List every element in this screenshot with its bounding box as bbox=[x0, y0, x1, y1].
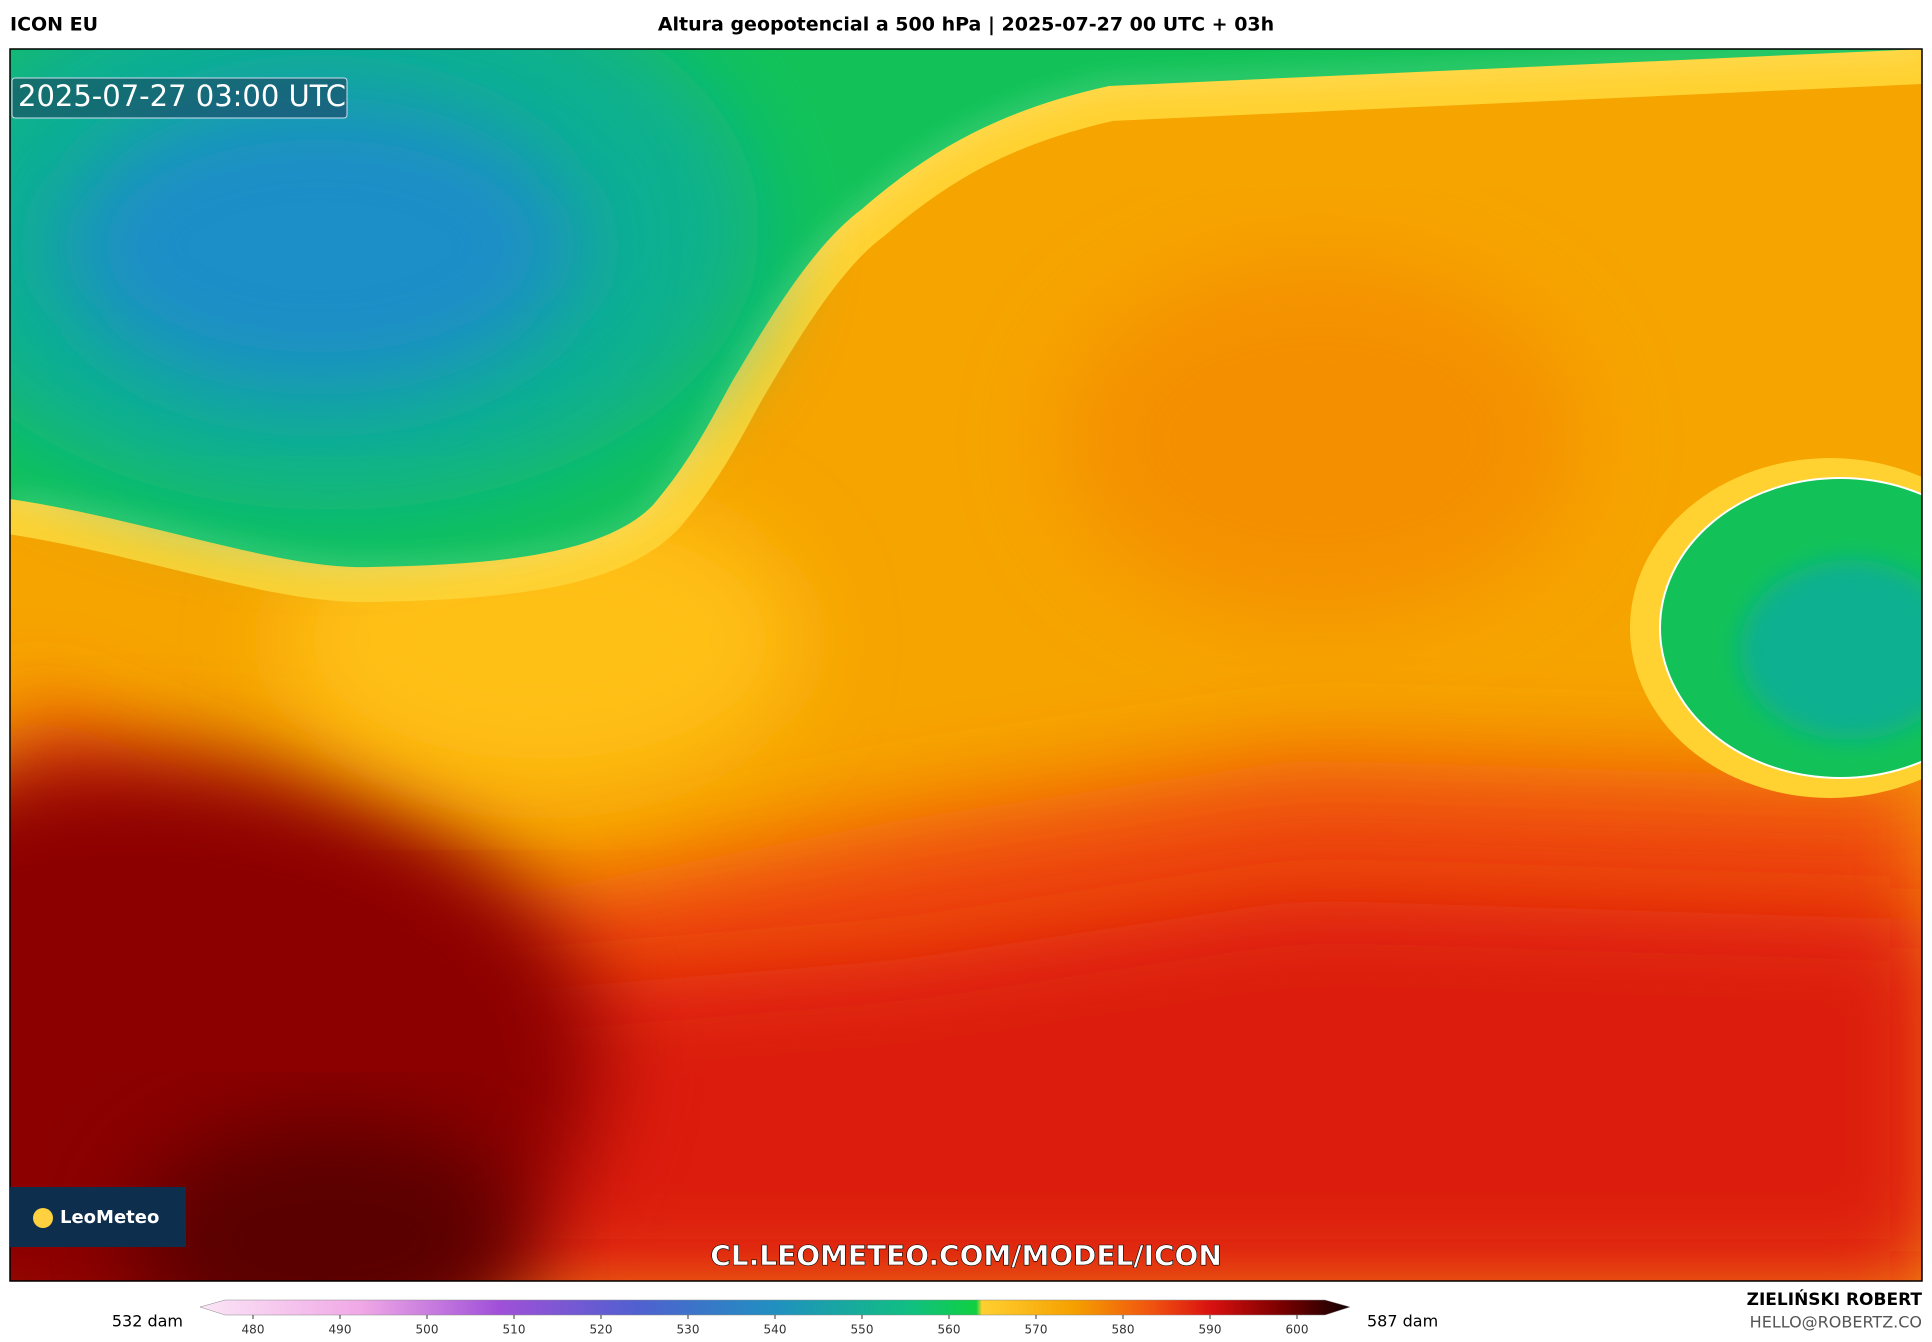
colorbar-tick-label: 590 bbox=[1199, 1323, 1222, 1337]
author-email: HELLO@ROBERTZ.CO bbox=[1750, 1313, 1922, 1332]
colorbar-tick-label: 520 bbox=[590, 1323, 613, 1337]
colorbar-tick-label: 540 bbox=[764, 1323, 787, 1337]
colorbar-tick-label: 500 bbox=[416, 1323, 439, 1337]
colorbar-tick-label: 550 bbox=[851, 1323, 874, 1337]
logo-text: LeoMeteo bbox=[60, 1207, 159, 1228]
colorbar-tick-label: 560 bbox=[938, 1323, 961, 1337]
colorbar bbox=[199, 1299, 1351, 1316]
watermark: CL.LEOMETEO.COM/MODEL/ICON bbox=[710, 1239, 1222, 1272]
map-frame bbox=[9, 48, 1923, 1282]
colorbar-tick-label: 530 bbox=[677, 1323, 700, 1337]
colorbar-tick-label: 490 bbox=[329, 1323, 352, 1337]
colorbar-tick-label: 480 bbox=[242, 1323, 265, 1337]
timestamp-box bbox=[11, 77, 348, 119]
colorbar-max-label: 587 dam bbox=[1367, 1312, 1438, 1331]
map-title: Altura geopotencial a 500 hPa | 2025-07-… bbox=[658, 14, 1274, 36]
colorbar-tick-label: 570 bbox=[1025, 1323, 1048, 1337]
colorbar-min-label: 532 dam bbox=[112, 1312, 183, 1331]
colorbar-tick-label: 600 bbox=[1286, 1323, 1309, 1337]
author-name: ZIELIŃSKI ROBERT bbox=[1747, 1288, 1923, 1310]
colorbar-tick-label: 580 bbox=[1112, 1323, 1135, 1337]
model-name: ICON EU bbox=[10, 14, 98, 36]
colorbar-tick-label: 510 bbox=[503, 1323, 526, 1337]
timestamp: 2025-07-27 03:00 UTC bbox=[18, 79, 346, 113]
logo-sun bbox=[33, 1208, 53, 1228]
